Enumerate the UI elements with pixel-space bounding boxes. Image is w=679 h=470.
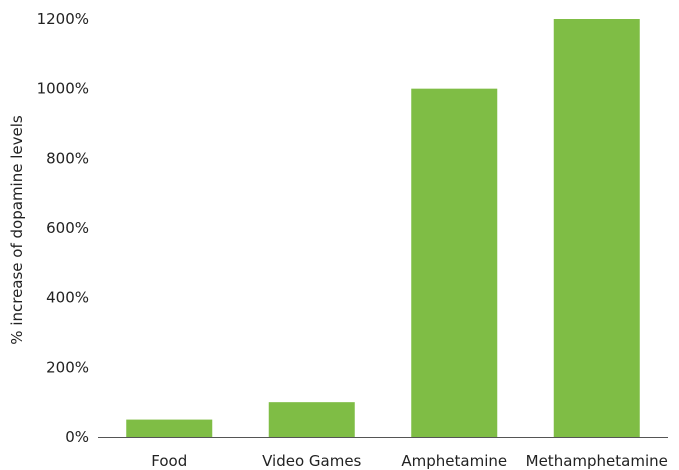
bar-amphetamine: [411, 88, 498, 438]
y-tick-label: 400%: [46, 289, 89, 307]
x-category-label: Food: [151, 452, 187, 470]
y-tick-label: 1000%: [37, 80, 89, 98]
x-category-labels: Food Video Games Amphetamine Methamphetamin…: [151, 452, 668, 470]
bar-video-games: [268, 402, 355, 437]
y-axis-label: % increase of dopamine levels: [8, 115, 26, 345]
y-tick-label: 0%: [65, 428, 89, 446]
bar-methamphetamine: [553, 19, 640, 437]
y-tick-label: 200%: [46, 358, 89, 376]
y-tick-labels: 0% 200% 400% 600% 800% 1000% 1200%: [37, 10, 89, 446]
x-category-label: Methamphetamine: [526, 452, 668, 470]
bars-group: [126, 19, 640, 438]
y-tick-label: 800%: [46, 149, 89, 167]
x-category-label: Video Games: [262, 452, 361, 470]
x-category-label: Amphetamine: [401, 452, 507, 470]
y-tick-label: 1200%: [37, 10, 89, 28]
bar-food: [126, 419, 213, 437]
y-tick-label: 600%: [46, 219, 89, 237]
